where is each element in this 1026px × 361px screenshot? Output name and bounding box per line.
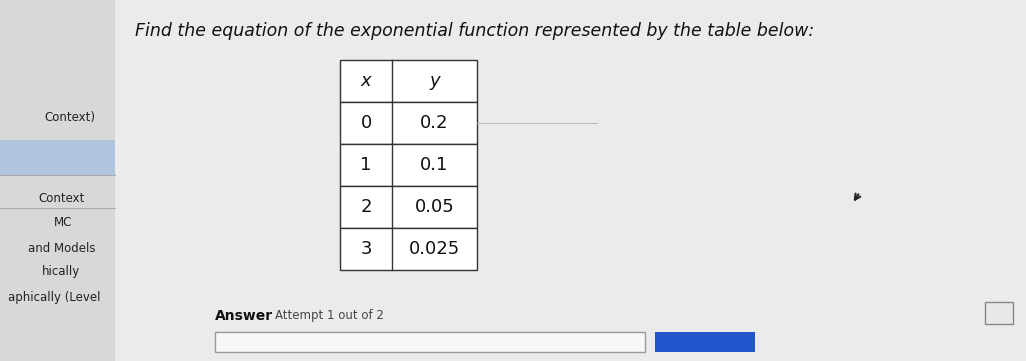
Text: Attempt 1 out of 2: Attempt 1 out of 2 [275, 309, 384, 322]
Bar [655, 332, 755, 352]
Text: 0.025: 0.025 [409, 240, 460, 258]
Text: y: y [429, 72, 440, 90]
Bar [985, 302, 1013, 324]
Text: Context): Context) [44, 112, 95, 125]
Bar [340, 102, 477, 144]
Text: and Models: and Models [28, 242, 95, 255]
Bar [340, 228, 477, 270]
Text: aphically (Level: aphically (Level [7, 291, 100, 304]
Text: hically: hically [42, 265, 80, 278]
Text: x: x [361, 72, 371, 90]
Text: 2: 2 [360, 198, 371, 216]
Text: 0: 0 [360, 114, 371, 132]
Bar [340, 144, 477, 186]
Bar [215, 332, 645, 352]
Text: 3: 3 [360, 240, 371, 258]
Text: Context: Context [39, 191, 85, 204]
Bar [0, 0, 115, 361]
Text: MC: MC [53, 216, 72, 229]
Bar [0, 140, 115, 175]
Bar [340, 60, 477, 102]
Text: 0.05: 0.05 [415, 198, 455, 216]
Text: 0.2: 0.2 [421, 114, 448, 132]
Text: 0.1: 0.1 [421, 156, 448, 174]
Text: Find the equation of the exponential function represented by the table below:: Find the equation of the exponential fun… [135, 22, 815, 40]
Bar [340, 186, 477, 228]
Text: Answer: Answer [215, 309, 273, 323]
Text: 1: 1 [360, 156, 371, 174]
Bar [115, 0, 1026, 361]
